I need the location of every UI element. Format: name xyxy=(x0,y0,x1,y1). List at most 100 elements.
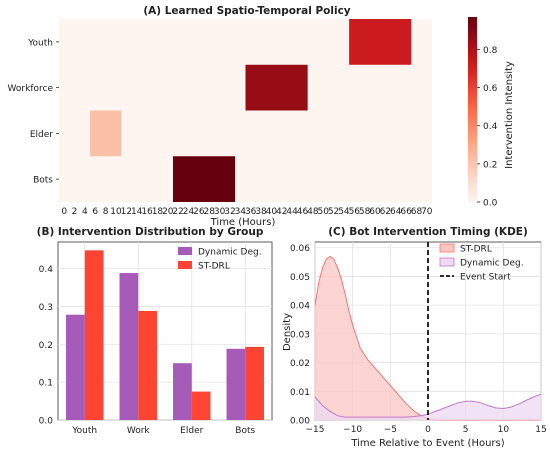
legend-label: Event Start xyxy=(460,273,511,283)
colorbar-tick-label: 0.2 xyxy=(483,160,497,170)
heatmap-x-ticks: 0 2 4 6 8 10121416182022242628303234363840424… xyxy=(61,207,433,217)
colorbar-label: Intervention Intensity xyxy=(504,61,515,169)
y-tick-label: 0.05 xyxy=(290,273,310,283)
kde-title: (C) Bot Intervention Timing (KDE) xyxy=(328,226,528,238)
colorbar-tick-label: 0.8 xyxy=(483,46,498,56)
x-tick-label: 52 xyxy=(328,207,339,217)
colorbar-gradient xyxy=(468,17,477,202)
y-tick-label: 0.06 xyxy=(290,244,310,254)
x-tick-label: 0 xyxy=(61,207,67,217)
x-tick-label: 40 xyxy=(266,207,278,217)
bars xyxy=(66,250,264,420)
x-tick-label: 38 xyxy=(255,207,267,217)
heatmap-cells xyxy=(59,19,432,202)
x-tick-label: 6 xyxy=(92,207,98,217)
row-label: Bots xyxy=(33,176,53,186)
y-tick-label: 0.01 xyxy=(290,388,310,398)
row-label: Elder xyxy=(30,130,53,140)
bar-x-ticks: Youth Work Elder Bots xyxy=(71,426,255,436)
legend-swatch xyxy=(439,257,455,267)
x-tick-label: 44 xyxy=(286,207,298,217)
y-tick-label: 0.02 xyxy=(290,359,310,369)
kde-y-ticks: 0.00 0.01 0.02 0.03 0.04 0.05 0.06 xyxy=(290,244,310,426)
x-tick-label: 30 xyxy=(214,207,226,217)
x-tick-label: −15 xyxy=(306,425,325,435)
x-tick-label: Bots xyxy=(235,426,255,436)
legend-label: ST-DRL xyxy=(198,262,230,272)
y-tick-label: 0.04 xyxy=(290,302,310,312)
x-tick-label: 36 xyxy=(245,207,257,217)
heatmap-cell-workforce xyxy=(245,64,308,111)
legend-label: Dynamic Deg. xyxy=(198,248,262,258)
x-tick-label: 2 xyxy=(72,207,78,217)
x-tick-label: 68 xyxy=(411,207,423,217)
bar-legend: Dynamic Deg. ST-DRL xyxy=(178,247,262,272)
x-tick-label: 48 xyxy=(307,207,319,217)
x-tick-label: 32 xyxy=(224,207,235,217)
legend-swatch xyxy=(178,261,192,269)
y-tick-label: 0.0 xyxy=(39,417,54,427)
x-tick-label: 0 xyxy=(425,425,431,435)
x-tick-label: 56 xyxy=(349,207,361,217)
x-tick-label: 26 xyxy=(193,207,205,217)
x-tick-label: 15 xyxy=(535,425,546,435)
x-tick-label: 18 xyxy=(152,207,164,217)
x-tick-label: 34 xyxy=(235,207,247,217)
x-tick-label: 14 xyxy=(131,207,143,217)
bar-st-drl-youth xyxy=(84,250,104,420)
kde-area-dynamic-deg- xyxy=(315,394,541,420)
x-tick-label: 46 xyxy=(297,207,309,217)
heatmap-title: (A) Learned Spatio-Temporal Policy xyxy=(143,5,350,17)
kde-panel: (C) Bot Intervention Timing (KDE) 0.000.… xyxy=(282,226,547,449)
x-tick-label: 16 xyxy=(141,207,153,217)
colorbar: 0.0 0.2 0.4 0.6 0.8 xyxy=(468,17,498,209)
kde-legend: ST-DRL Dynamic Deg. Event Start xyxy=(439,243,524,283)
heatmap-x-label: Time (Hours) xyxy=(210,217,276,228)
bar-dynamic-deg--bots xyxy=(226,348,246,420)
bar-panel: (B) Intervention Distribution by Group 0… xyxy=(37,226,273,436)
x-tick-label: 58 xyxy=(359,207,371,217)
heatmap-cell-youth xyxy=(349,19,412,65)
kde-y-label: Density xyxy=(282,313,293,351)
bar-st-drl-work xyxy=(138,310,157,420)
x-tick-label: 4 xyxy=(82,207,88,217)
heatmap-cell-bots xyxy=(172,156,236,202)
x-tick-label: 28 xyxy=(204,207,216,217)
heatmap-panel: (A) Learned Spatio-Temporal Policy Youth… xyxy=(8,5,515,228)
x-tick-label: Elder xyxy=(180,426,203,436)
x-tick-label: 66 xyxy=(400,207,412,217)
x-tick-label: 20 xyxy=(162,207,174,217)
x-tick-label: −10 xyxy=(343,425,362,435)
x-tick-label: 24 xyxy=(183,207,195,217)
bar-y-ticks: 0.0 0.1 0.2 0.3 0.4 xyxy=(39,265,54,426)
heatmap-row-labels: Youth Workforce Elder Bots xyxy=(8,38,59,186)
kde-curves xyxy=(314,242,542,421)
x-tick-label: 50 xyxy=(317,207,329,217)
kde-x-ticks: −15 −10 −5 0 5 10 15 xyxy=(306,425,547,435)
bar-dynamic-deg--elder xyxy=(173,363,192,420)
x-tick-label: 60 xyxy=(369,207,381,217)
x-tick-label: 70 xyxy=(421,207,433,217)
legend-label: ST-DRL xyxy=(460,245,492,255)
bar-title: (B) Intervention Distribution by Group xyxy=(37,226,264,238)
x-tick-label: 64 xyxy=(390,207,402,217)
x-tick-label: 54 xyxy=(338,207,350,217)
bar-dynamic-deg--youth xyxy=(66,314,85,420)
x-tick-label: 62 xyxy=(380,207,391,217)
bar-st-drl-bots xyxy=(245,346,264,420)
colorbar-tick-label: 0.0 xyxy=(483,199,498,209)
colorbar-tick-label: 0.4 xyxy=(483,122,498,132)
x-tick-label: 10 xyxy=(110,207,122,217)
row-label: Youth xyxy=(27,38,53,48)
y-tick-label: 0.3 xyxy=(39,303,53,313)
row-label: Workforce xyxy=(8,84,54,94)
x-tick-label: 42 xyxy=(276,207,287,217)
y-tick-label: 0.2 xyxy=(39,341,53,351)
x-tick-label: 8 xyxy=(103,207,109,217)
colorbar-tick-label: 0.6 xyxy=(483,84,498,94)
kde-x-label: Time Relative to Event (Hours) xyxy=(350,438,504,449)
x-tick-label: 22 xyxy=(172,207,183,217)
legend-label: Dynamic Deg. xyxy=(460,259,524,269)
x-tick-label: 12 xyxy=(121,207,132,217)
